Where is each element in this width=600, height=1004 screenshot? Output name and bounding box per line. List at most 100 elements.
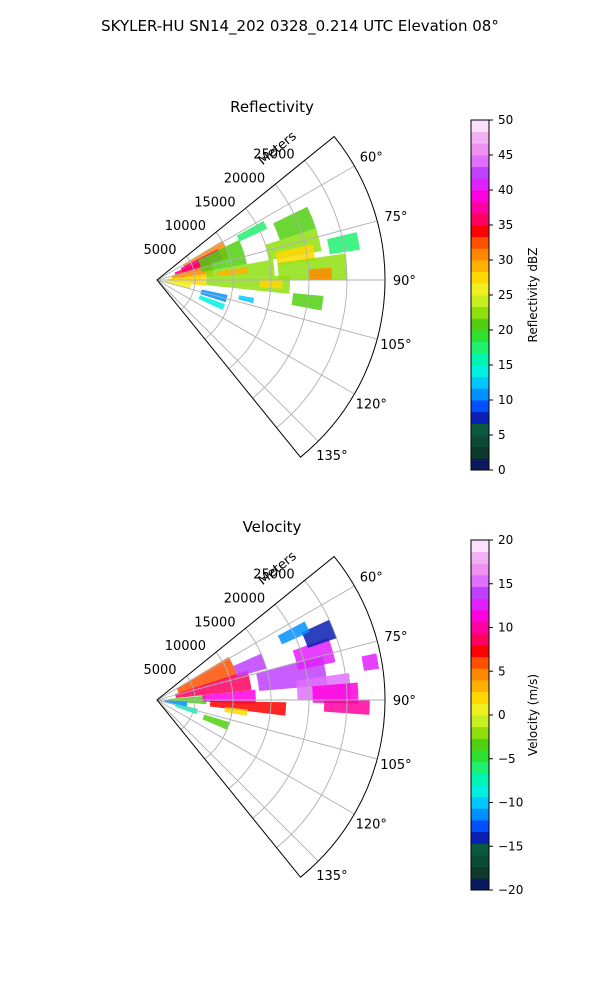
azimuth-tick-label: 120° (356, 398, 387, 413)
colorbar-band (471, 575, 489, 588)
colorbar-band (471, 878, 489, 891)
azimuth-tick-label: 90° (393, 694, 416, 709)
colorbar-band (471, 540, 489, 553)
colorbar-band (471, 738, 489, 751)
colorbar-band (471, 120, 489, 133)
colorbar-tick-label: 5 (498, 428, 506, 442)
colorbar-band (471, 680, 489, 693)
reflectivity-title: Reflectivity (230, 98, 314, 116)
range-grid-arc (180, 255, 196, 310)
azimuth-tick-label: 135° (316, 449, 347, 464)
azimuth-grid-line (156, 699, 319, 862)
data-cell (301, 619, 337, 649)
data-cell (197, 240, 247, 273)
colorbar-band (471, 598, 489, 611)
colorbar-band (471, 330, 489, 343)
azimuth-tick-label: 60° (360, 150, 383, 165)
range-tick-label: 20000 (224, 171, 265, 186)
data-cell (233, 653, 267, 677)
range-tick-label: 20000 (224, 591, 265, 606)
range-tick-label: 5000 (143, 663, 176, 678)
colorbar-band (471, 656, 489, 669)
colorbar-band (471, 353, 489, 366)
colorbar-tick-label: 0 (498, 463, 506, 477)
range-grid-arc (180, 675, 196, 730)
range-grid-arc (204, 651, 234, 760)
range-grid-arc (228, 627, 272, 789)
colorbar-tick-label: 45 (498, 148, 513, 162)
sector-outline (156, 135, 386, 458)
azimuth-tick-label: 105° (380, 338, 411, 353)
velocity-colorbar-bands (470, 539, 490, 891)
velocity-colorbar-ticks: −20 −15 −10 −5 0 5 10 15 20 (489, 533, 523, 897)
velocity-colorbar-label: Velocity (m/s) (526, 674, 540, 756)
colorbar-tick-label: 15 (498, 577, 513, 591)
azimuth-grid-line (156, 699, 378, 760)
colorbar-tick-label: 35 (498, 218, 513, 232)
azimuth-tick-label: 90° (393, 274, 416, 289)
colorbar-band (471, 808, 489, 821)
colorbar-band (471, 166, 489, 179)
colorbar-tick-label: 0 (498, 708, 506, 722)
colorbar-band (471, 318, 489, 331)
colorbar-band (471, 248, 489, 261)
velocity-frame (156, 555, 386, 878)
colorbar-band (471, 831, 489, 844)
colorbar-band (471, 691, 489, 704)
range-grid-arc (204, 231, 234, 340)
azimuth-tick-label: 75° (384, 210, 407, 225)
range-tick-label: 10000 (165, 639, 206, 654)
colorbar-tick-label: 50 (498, 113, 513, 127)
azimuth-grid-line (156, 220, 378, 281)
data-cell (224, 707, 248, 716)
colorbar-band (471, 376, 489, 389)
colorbar-band (471, 750, 489, 763)
colorbar-band (471, 306, 489, 319)
colorbar-band (471, 388, 489, 401)
colorbar-band (471, 201, 489, 214)
reflectivity-colorbar-bands (470, 119, 490, 471)
range-grid-arc (228, 207, 272, 369)
colorbar-band (471, 633, 489, 646)
colorbar-tick-label: 40 (498, 183, 513, 197)
reflectivity-frame (156, 135, 386, 458)
velocity-colorbar: −20 −15 −10 −5 0 5 10 15 20 Velocity (m/s) (470, 533, 540, 897)
colorbar-band (471, 458, 489, 471)
data-cell (209, 700, 287, 716)
velocity-grid (156, 580, 385, 862)
colorbar-band (471, 411, 489, 424)
colorbar-band (471, 843, 489, 856)
colorbar-band (471, 190, 489, 203)
colorbar-band (471, 551, 489, 564)
colorbar-band (471, 645, 489, 658)
azimuth-grid-line (156, 279, 319, 442)
colorbar-tick-label: −5 (498, 752, 516, 766)
colorbar-band (471, 820, 489, 833)
reflectivity-panel: Reflectivity 60° 75° 90° 105° 120° 135° 5000 10… (143, 98, 415, 464)
colorbar-band (471, 236, 489, 249)
azimuth-grid-line (156, 699, 355, 815)
range-grid-arc (276, 580, 348, 849)
range-tick-label: 25000 (253, 567, 294, 582)
range-grid-arc (276, 160, 348, 429)
colorbar-band (471, 726, 489, 739)
colorbar-band (471, 586, 489, 599)
data-cell (198, 295, 226, 310)
colorbar-tick-label: −20 (498, 883, 523, 897)
colorbar-band (471, 668, 489, 681)
colorbar-tick-label: 20 (498, 323, 513, 337)
data-cell (361, 653, 380, 671)
colorbar-band (471, 563, 489, 576)
colorbar-band (471, 155, 489, 168)
colorbar-tick-label: −10 (498, 796, 523, 810)
colorbar-tick-label: 10 (498, 393, 513, 407)
colorbar-tick-label: 30 (498, 253, 513, 267)
sector-outline (156, 555, 386, 878)
azimuth-grid-line (156, 585, 355, 701)
colorbar-band (471, 260, 489, 273)
reflectivity-tick-labels: 60° 75° 90° 105° 120° 135° 5000 10000 15000 20000… (143, 147, 415, 463)
range-tick-label: 15000 (194, 195, 235, 210)
range-tick-label: 5000 (143, 243, 176, 258)
colorbar-band (471, 225, 489, 238)
figure-title: SKYLER-HU SN14_202 0328_0.214 UTC Elevat… (101, 17, 499, 36)
